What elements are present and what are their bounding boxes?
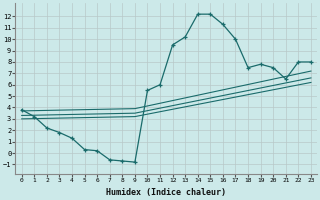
X-axis label: Humidex (Indice chaleur): Humidex (Indice chaleur) xyxy=(106,188,226,197)
